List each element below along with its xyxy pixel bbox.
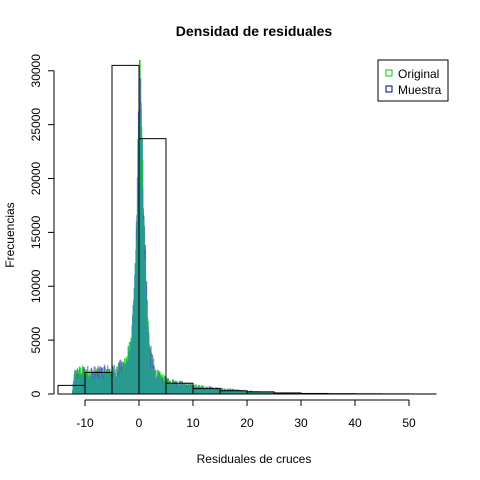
density-sliver [222, 388, 223, 390]
density-sliver [148, 321, 149, 327]
density-sliver [158, 371, 159, 373]
density-sliver [196, 384, 197, 387]
density-sliver [126, 357, 127, 359]
density-sliver [205, 386, 206, 387]
x-axis-ticks: -10 0 10 20 30 40 50 [76, 400, 416, 430]
y-tick-label: 25000 [29, 108, 43, 142]
density-sliver [160, 372, 161, 376]
x-axis-label: Residuales de cruces [197, 452, 312, 466]
density-sliver [175, 380, 176, 381]
density-sliver [234, 389, 235, 390]
y-axis-ticks: 0 5000 10000 15000 20000 25000 30000 [29, 54, 54, 398]
density-sliver [153, 358, 154, 364]
density-sliver [180, 382, 181, 386]
legend-label-original: Original [398, 67, 439, 81]
y-tick-label: 0 [29, 390, 43, 397]
outline-histogram [58, 65, 436, 394]
density-sliver [104, 367, 105, 371]
density-sliver [225, 389, 226, 390]
density-sliver [229, 389, 230, 390]
legend: Original Muestra [378, 60, 448, 101]
density-sliver [79, 366, 80, 367]
y-axis-label: Frecuencias [3, 202, 17, 267]
density-sliver [145, 245, 146, 254]
density-sliver [107, 365, 108, 369]
x-tick-label: 30 [294, 416, 308, 430]
density-sliver [156, 371, 157, 376]
x-tick-label: 10 [186, 416, 200, 430]
density-sliver [149, 343, 150, 346]
density-sliver [227, 388, 228, 389]
x-tick-label: -10 [76, 416, 94, 430]
density-sliver [142, 160, 143, 188]
y-tick-label: 30000 [29, 54, 43, 88]
density-sliver [194, 385, 195, 389]
y-tick-label: 5000 [29, 326, 43, 353]
density-sliver [146, 281, 147, 294]
density-sliver [144, 226, 145, 227]
density-sliver [78, 370, 79, 375]
density-sliver [99, 367, 100, 370]
density-sliver [237, 389, 238, 390]
x-tick-label: 0 [136, 416, 143, 430]
density-sliver [154, 366, 155, 370]
y-tick-label: 20000 [29, 162, 43, 196]
density-sliver [143, 208, 144, 211]
x-tick-label: 20 [240, 416, 254, 430]
density-sliver [147, 301, 148, 304]
density-sliver [91, 370, 92, 371]
density-sliver [163, 374, 164, 380]
chart-title: Densidad de residuales [176, 23, 333, 39]
density-sliver [191, 385, 192, 386]
density-sliver [143, 216, 144, 220]
density-sliver [141, 103, 142, 108]
y-tick-label: 15000 [29, 215, 43, 249]
density-sliver [152, 354, 153, 360]
y-tick-label: 10000 [29, 269, 43, 303]
density-sliver [115, 369, 116, 373]
outline-bar [301, 393, 328, 394]
plot-area [72, 60, 383, 394]
legend-label-muestra: Muestra [398, 83, 442, 97]
density-sliver [95, 367, 96, 371]
density-sliver [119, 361, 120, 372]
x-tick-label: 40 [348, 416, 362, 430]
density-sliver [116, 366, 117, 367]
x-tick-label: 50 [402, 416, 416, 430]
